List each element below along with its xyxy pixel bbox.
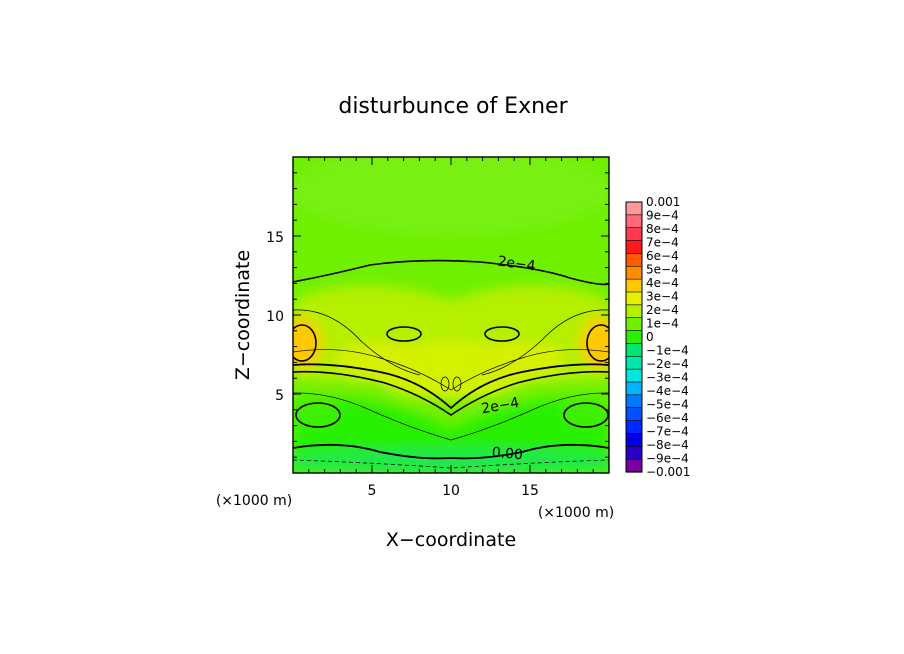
colorbar-swatch <box>625 253 643 267</box>
colorbar-swatch <box>625 227 643 242</box>
colorbar-swatch <box>625 445 643 460</box>
colorbar-label: 6e−4 <box>646 249 679 263</box>
colorbar-label: 9e−4 <box>646 209 679 223</box>
contour-label: 2e−4 <box>480 395 520 417</box>
y-unit-label: (×1000 m) <box>216 493 292 509</box>
x-tick-label: 5 <box>368 483 377 499</box>
colorbar-swatch <box>625 265 643 280</box>
colorbar-label: 0 <box>646 330 654 344</box>
colorbar-label: −6e−4 <box>646 411 689 425</box>
colorbar-swatch <box>625 304 643 319</box>
colorbar-label: 5e−4 <box>646 263 679 277</box>
colorbar-label: −4e−4 <box>646 384 689 398</box>
colorbar-label: 1e−4 <box>646 317 679 331</box>
colorbar-swatch <box>625 394 643 409</box>
colorbar-label: 0.001 <box>646 195 680 209</box>
colorbar-swatch <box>625 330 643 345</box>
colorbar-swatch <box>625 433 643 447</box>
colorbar-swatch <box>625 420 643 435</box>
colorbar-label: −5e−4 <box>646 398 689 412</box>
colorbar-label: 7e−4 <box>646 236 679 250</box>
colorbar-label: −7e−4 <box>646 425 689 439</box>
colorbar-label: 4e−4 <box>646 276 679 290</box>
colorbar-swatch <box>625 291 643 306</box>
colorbar-swatch <box>625 240 643 255</box>
colorbar-swatch <box>625 278 643 293</box>
colorbar-swatch <box>625 214 643 229</box>
y-tick-label: 15 <box>266 230 284 246</box>
x-tick-label: 15 <box>521 483 539 499</box>
colorbar-label: −8e−4 <box>646 438 689 452</box>
colorbar-swatch <box>625 343 643 357</box>
chart-title: disturbunce of Exner <box>338 94 568 119</box>
colorbar-label: 3e−4 <box>646 290 679 304</box>
x-unit-label: (×1000 m) <box>538 505 614 521</box>
plot-area: 2e−4 2e−4 0.00 <box>293 157 609 473</box>
contour-label: 2e−4 <box>497 253 537 274</box>
colorbar-label: −9e−4 <box>646 452 689 466</box>
y-tick-label: 10 <box>266 309 284 325</box>
colorbar-label: 2e−4 <box>646 303 679 317</box>
x-axis-label: X−coordinate <box>386 529 516 551</box>
x-tick-label: 10 <box>442 483 460 499</box>
colorbar-swatch <box>625 368 643 383</box>
colorbar-frame <box>625 201 643 473</box>
y-axis-label: Z−coordinate <box>232 250 254 380</box>
colorbar-swatch <box>625 355 643 370</box>
colorbar-swatch <box>625 407 643 422</box>
colorbar-swatch <box>625 458 643 473</box>
contour-lines <box>293 259 609 469</box>
colorbar: 0.0019e−48e−47e−46e−45e−44e−43e−42e−41e−… <box>625 195 690 479</box>
axis-ticks <box>293 157 609 473</box>
colorbar-label: −1e−4 <box>646 344 689 358</box>
colorbar-label: −2e−4 <box>646 357 689 371</box>
colorbar-label: −3e−4 <box>646 371 689 385</box>
colorbar-label: −0.001 <box>646 465 690 479</box>
colorbar-swatch <box>625 317 643 332</box>
contour-label: 0.00 <box>491 445 523 464</box>
colorbar-swatch <box>625 381 643 396</box>
y-tick-label: 5 <box>275 388 284 404</box>
colorbar-swatch <box>625 201 643 216</box>
colorbar-label: 8e−4 <box>646 222 679 236</box>
